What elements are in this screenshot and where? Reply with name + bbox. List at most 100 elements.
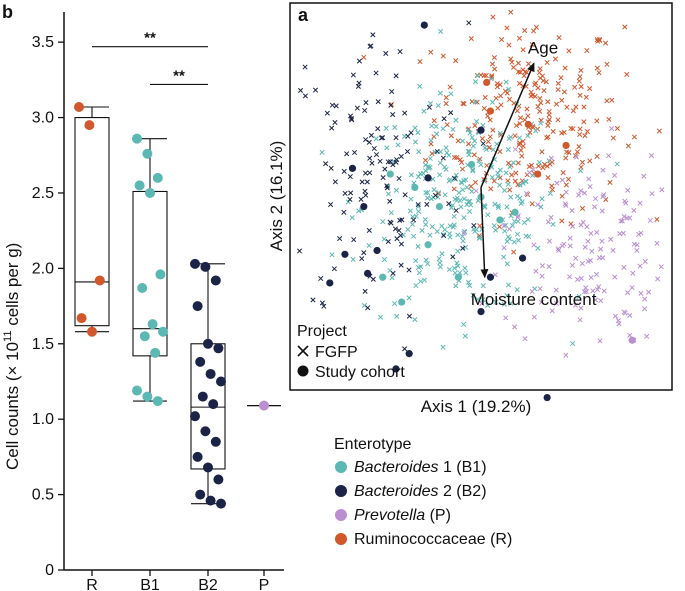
data-point-B1 <box>134 180 145 191</box>
fgfp-cross-B1 <box>447 223 453 229</box>
fgfp-cross-B2 <box>375 126 381 132</box>
fgfp-cross-B1 <box>408 196 414 202</box>
fgfp-cross-B1 <box>413 213 419 219</box>
fgfp-cross-B1 <box>462 265 468 271</box>
fgfp-cross-R <box>539 149 545 155</box>
fgfp-cross-P <box>548 155 554 161</box>
fgfp-cross-B1 <box>423 168 429 174</box>
fgfp-cross-P <box>618 218 624 224</box>
fgfp-cross-B1 <box>418 278 424 284</box>
fgfp-cross-P <box>637 200 643 206</box>
fgfp-cross-R <box>497 149 503 155</box>
fgfp-cross-B1 <box>423 257 429 263</box>
fgfp-cross-B2 <box>337 236 343 242</box>
fgfp-cross-B1 <box>412 125 418 131</box>
fgfp-cross-B1 <box>392 300 398 307</box>
fgfp-cross-B2 <box>359 179 365 185</box>
fgfp-cross-B2 <box>367 155 373 161</box>
fgfp-cross-R <box>525 61 532 67</box>
panel-b-ticks: 0 0.5 1.0 1.5 2.0 2.5 3.0 3.5 R B1 B2 P <box>32 34 270 591</box>
fgfp-cross-B2 <box>367 43 373 50</box>
fgfp-cross-B1 <box>469 134 475 140</box>
fgfp-cross-B1 <box>438 28 444 34</box>
fgfp-cross-B1 <box>415 243 421 249</box>
fgfp-cross-R <box>499 37 505 43</box>
study-dot-B2 <box>341 250 349 258</box>
fgfp-cross-B1 <box>356 208 362 214</box>
y-tick-label: 1.5 <box>32 336 54 353</box>
fgfp-cross-P <box>553 300 560 307</box>
data-point-B2 <box>190 411 200 422</box>
fgfp-cross-B1 <box>427 155 433 162</box>
fgfp-cross-B1 <box>473 79 479 85</box>
fgfp-cross-B2 <box>373 70 379 76</box>
fgfp-cross-R <box>513 170 519 176</box>
data-point-B2 <box>197 391 208 402</box>
fgfp-cross-B1 <box>319 149 325 155</box>
fgfp-cross-P <box>555 246 561 252</box>
fgfp-cross-B1 <box>517 195 523 201</box>
fgfp-cross-B1 <box>507 164 513 170</box>
fgfp-cross-B1 <box>503 170 509 176</box>
fgfp-cross-R <box>497 82 503 88</box>
fgfp-cross-P <box>559 177 565 183</box>
fgfp-cross-P <box>573 302 579 308</box>
fgfp-cross-R <box>515 60 521 66</box>
fgfp-cross-B2 <box>329 125 335 131</box>
fgfp-cross-B1 <box>533 128 539 134</box>
fgfp-cross-R <box>550 128 556 134</box>
fgfp-cross-B2 <box>333 103 339 109</box>
fgfp-cross-R <box>577 131 583 138</box>
box-iqr <box>74 117 110 327</box>
fgfp-cross-R <box>511 249 517 255</box>
fgfp-cross-P <box>592 204 598 210</box>
legend-label-B1: Bacteroides 1 (B1) <box>354 459 487 476</box>
fgfp-cross-B1 <box>539 196 545 202</box>
fgfp-cross-R <box>609 97 615 103</box>
fgfp-cross-B1 <box>413 282 419 289</box>
fgfp-cross-P <box>570 223 576 229</box>
fgfp-cross-B1 <box>425 163 431 169</box>
fgfp-cross-B1 <box>508 194 514 200</box>
fgfp-cross-B1 <box>436 256 442 262</box>
fgfp-cross-R <box>472 123 478 129</box>
fgfp-cross-P <box>529 288 535 295</box>
fgfp-cross-R <box>532 93 538 99</box>
fgfp-cross-B2 <box>397 217 403 223</box>
legend-swatch-R <box>335 533 347 545</box>
fgfp-cross-P <box>599 238 605 244</box>
fgfp-cross-B1 <box>492 227 499 233</box>
fgfp-cross-P <box>546 238 553 244</box>
fgfp-cross-B1 <box>366 242 372 249</box>
fgfp-cross-B1 <box>392 124 398 130</box>
fgfp-cross-P <box>584 224 590 230</box>
fgfp-cross-P <box>573 154 579 160</box>
fgfp-cross-P <box>577 317 583 323</box>
fgfp-cross-R <box>584 129 590 135</box>
fgfp-cross-B2 <box>385 239 391 245</box>
fgfp-cross-R <box>566 48 572 54</box>
study-dot-B2 <box>486 273 495 281</box>
fgfp-cross-R <box>594 37 600 43</box>
data-point-B2 <box>208 399 219 410</box>
fgfp-cross-B2 <box>397 49 403 55</box>
fgfp-cross-P <box>599 208 605 214</box>
fgfp-cross-B2 <box>388 220 394 226</box>
fgfp-cross-B1 <box>454 260 460 266</box>
fgfp-cross-R <box>457 157 463 163</box>
fgfp-cross-R <box>455 138 461 144</box>
fgfp-cross-P <box>646 289 652 295</box>
study-dot-R <box>524 120 532 129</box>
fgfp-cross-B1 <box>507 236 513 242</box>
fgfp-cross-B2 <box>466 20 472 26</box>
fgfp-cross-B2 <box>402 110 408 116</box>
fgfp-cross-B1 <box>383 125 389 131</box>
fgfp-cross-P <box>637 263 643 269</box>
fgfp-cross-R <box>546 117 552 123</box>
fgfp-cross-R <box>515 69 522 75</box>
fgfp-cross-B2 <box>351 237 357 243</box>
data-point-B1 <box>142 148 153 159</box>
fgfp-cross-R <box>533 24 539 30</box>
fgfp-cross-P <box>537 286 543 292</box>
fgfp-cross-R <box>454 155 460 161</box>
